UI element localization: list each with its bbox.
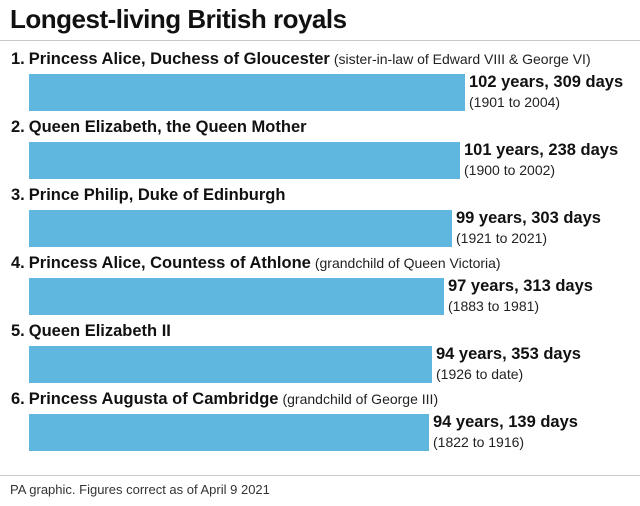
rank-number: 6. — [11, 390, 25, 408]
rank-number: 3. — [11, 186, 25, 204]
rank-number: 5. — [11, 322, 25, 340]
bar-value-label: 99 years, 303 days — [456, 209, 601, 227]
bar — [29, 346, 432, 383]
relation-note: (grandchild of Queen Victoria) — [314, 255, 501, 271]
chart-title: Longest-living British royals — [10, 4, 347, 34]
bar-row: 5. Queen Elizabeth II 94 years, 353 days (1… — [0, 321, 640, 389]
royal-name: Princess Alice, Duchess of Gloucester — [28, 50, 330, 68]
bar-row: 2. Queen Elizabeth, the Queen Mother 101 y… — [0, 117, 640, 185]
bar-value-label: 97 years, 313 days — [448, 277, 593, 295]
footer-divider — [0, 475, 640, 476]
bar-label: 1. Princess Alice, Duchess of Gloucester(… — [11, 49, 591, 69]
bar — [29, 74, 465, 111]
bar-row: 1. Princess Alice, Duchess of Gloucester(… — [0, 49, 640, 117]
bar-value-label: 94 years, 139 days — [433, 413, 578, 431]
bar-label: 4. Princess Alice, Countess of Athlone (gr… — [11, 253, 501, 273]
bar-value-label: 94 years, 353 days — [436, 345, 581, 363]
footer-credit: PA graphic. Figures correct as of April … — [10, 482, 270, 497]
bar-label: 6. Princess Augusta of Cambridge (grandchi… — [11, 389, 438, 409]
royal-name: Princess Alice, Countess of Athlone — [28, 254, 311, 272]
bar-value-label: 101 years, 238 days — [464, 141, 619, 159]
life-span-range: (1883 to 1981) — [448, 298, 540, 314]
relation-note: (grandchild of George III) — [282, 391, 439, 407]
life-span-range: (1901 to 2004) — [469, 94, 561, 110]
royal-name: Queen Elizabeth II — [28, 322, 171, 340]
rank-number: 1. — [11, 50, 25, 68]
bar — [29, 278, 444, 315]
rank-number: 2. — [11, 118, 25, 136]
bar-label: 5. Queen Elizabeth II — [11, 321, 171, 341]
bar — [29, 414, 429, 451]
title-divider — [0, 40, 640, 41]
bar-value-label: 102 years, 309 days — [469, 73, 624, 91]
bar-label: 3. Prince Philip, Duke of Edinburgh — [11, 185, 285, 205]
life-span-range: (1921 to 2021) — [456, 230, 548, 246]
life-span-range: (1822 to 1916) — [433, 434, 525, 450]
relation-note: (sister-in-law of Edward VIII & George V… — [333, 51, 591, 67]
bar-row: 3. Prince Philip, Duke of Edinburgh 99 yea… — [0, 185, 640, 253]
life-span-range: (1900 to 2002) — [464, 162, 556, 178]
bar-label: 2. Queen Elizabeth, the Queen Mother — [11, 117, 307, 137]
life-span-range: (1926 to date) — [436, 366, 524, 382]
bar — [29, 142, 460, 179]
bar — [29, 210, 452, 247]
royal-name: Prince Philip, Duke of Edinburgh — [28, 186, 286, 204]
rank-number: 4. — [11, 254, 25, 272]
bar-row: 6. Princess Augusta of Cambridge (grandchi… — [0, 389, 640, 457]
royal-name: Princess Augusta of Cambridge — [28, 390, 279, 408]
royal-name: Queen Elizabeth, the Queen Mother — [28, 118, 307, 136]
bar-row: 4. Princess Alice, Countess of Athlone (gr… — [0, 253, 640, 321]
